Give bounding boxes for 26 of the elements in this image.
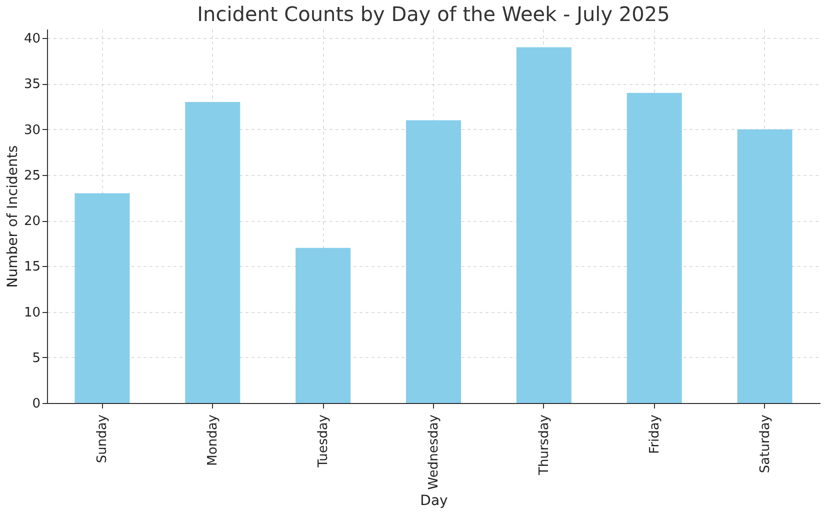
- y-tick-label: 35: [24, 77, 40, 92]
- y-tick-label: 0: [32, 396, 40, 412]
- y-tick-label: 25: [24, 168, 40, 184]
- x-tick-label: Thursday: [536, 414, 552, 476]
- x-tick-label: Friday: [647, 414, 662, 454]
- x-axis-title: Day: [420, 492, 448, 509]
- x-tick-label: Wednesday: [426, 414, 442, 490]
- bar: [185, 102, 240, 403]
- bar: [406, 120, 461, 403]
- y-tick-label: 30: [24, 122, 40, 138]
- bar: [516, 47, 572, 403]
- x-tick-label: Tuesday: [316, 414, 332, 468]
- bar: [737, 129, 792, 403]
- bar: [296, 248, 351, 403]
- chart-title: Incident Counts by Day of the Week - July 2025: [197, 2, 670, 26]
- bar: [626, 92, 682, 403]
- x-tick-label: Saturday: [758, 414, 773, 474]
- bar: [74, 193, 130, 403]
- y-tick-label: 40: [24, 32, 40, 47]
- x-tick-label: Sunday: [95, 414, 110, 464]
- y-tick-label: 10: [24, 305, 40, 320]
- y-tick-label: 15: [24, 260, 40, 275]
- y-tick-label: 20: [24, 214, 40, 230]
- y-axis-title: Number of Incidents: [4, 145, 21, 288]
- x-tick-label: Monday: [206, 414, 221, 466]
- y-tick-label: 5: [32, 350, 40, 366]
